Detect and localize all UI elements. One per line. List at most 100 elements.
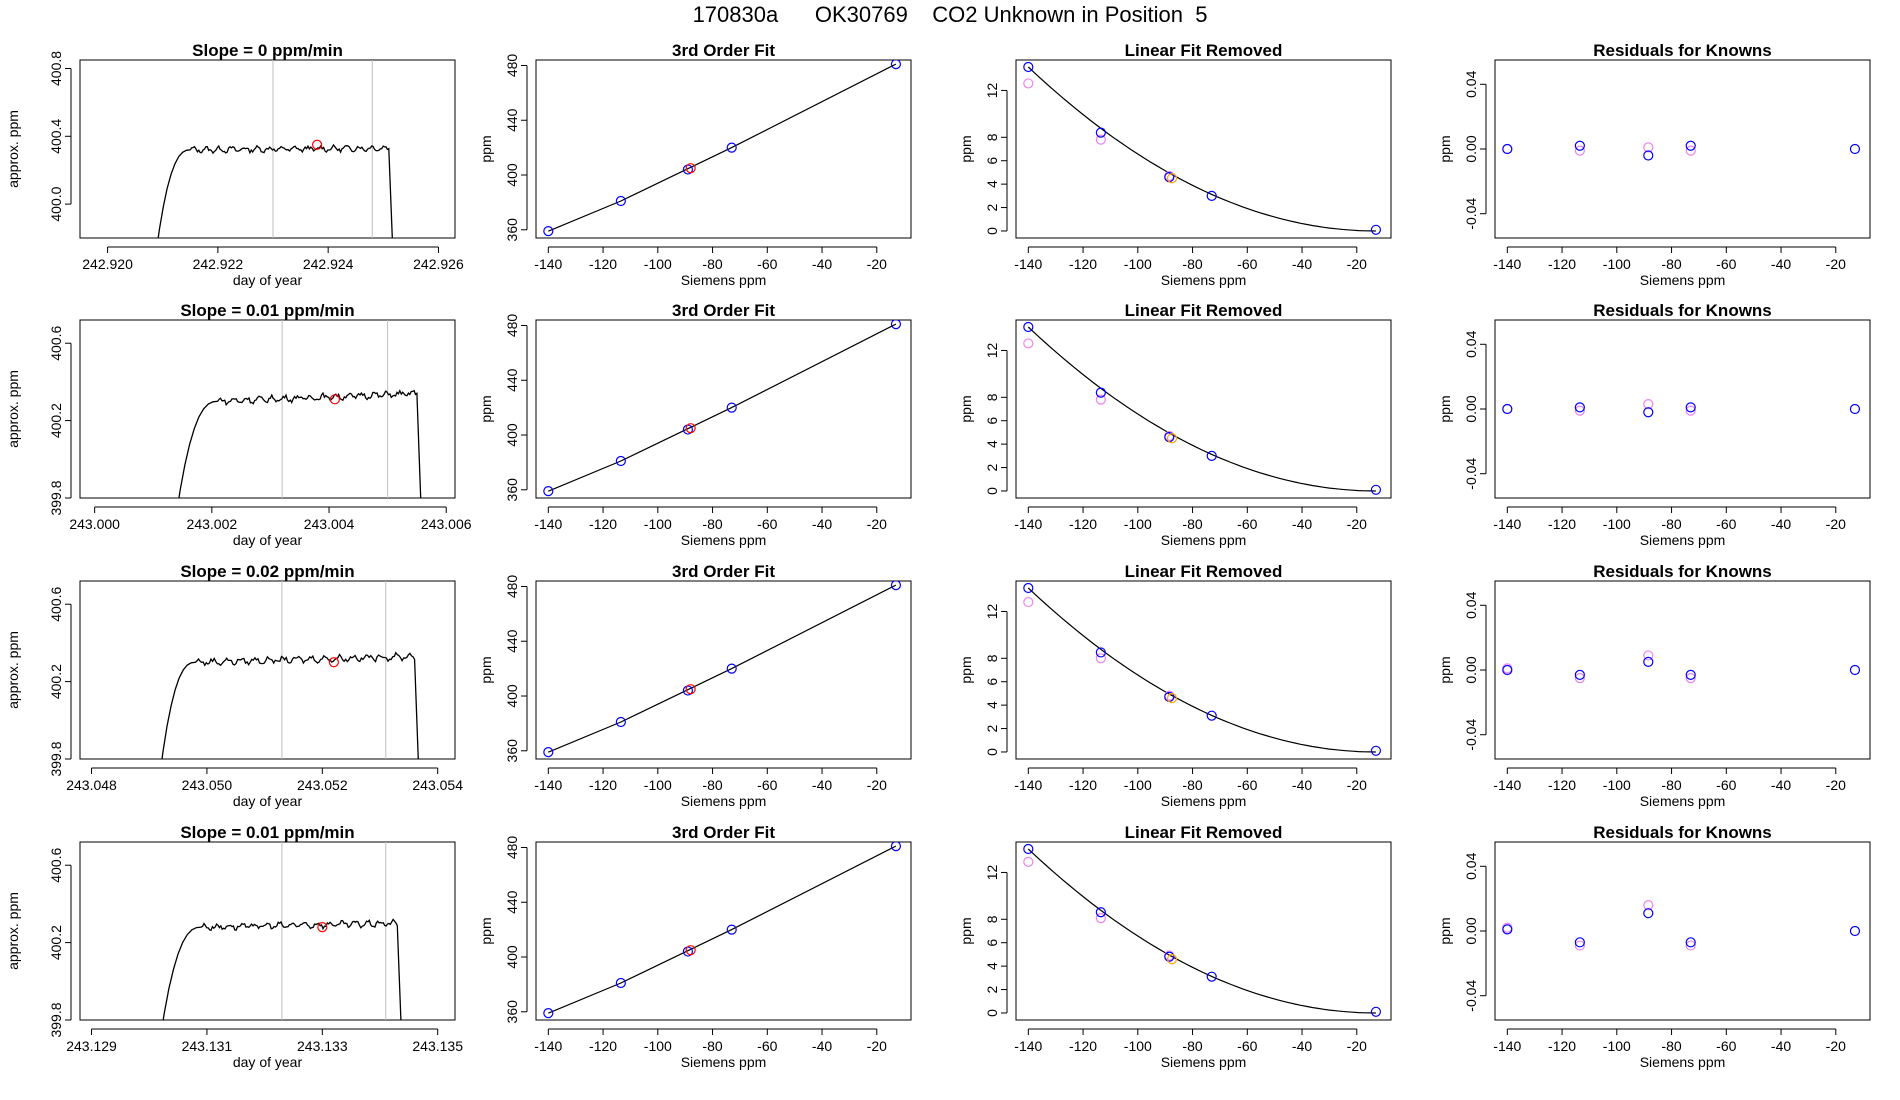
x-axis-label: day of year [233, 532, 303, 548]
y-axis-label: approx. ppm [5, 892, 21, 970]
y-tick-label: 360 [504, 1000, 520, 1024]
y-tick-label: 8 [984, 393, 1000, 401]
x-tick-label: 242.926 [413, 256, 464, 272]
y-tick-label: 4 [984, 180, 1000, 188]
x-tick-label: -60 [1237, 777, 1257, 793]
x-tick-label: -60 [757, 1038, 777, 1054]
y-tick-label: 0.00 [1463, 917, 1479, 944]
panel-data [157, 60, 393, 238]
y-tick-label: 400 [504, 945, 520, 969]
violet-point [1685, 940, 1696, 951]
panel-r1-c1: 3rd Order Fit -140 -120 -100 -80 -60 -40 -20 Sie… [478, 301, 912, 548]
blue-point [543, 1008, 554, 1019]
violet-point [1685, 405, 1696, 416]
x-tick-label: 243.133 [297, 1038, 348, 1054]
y-tick-label: 480 [504, 575, 520, 599]
y-tick-label: 400 [504, 423, 520, 447]
y-tick-label: 400.6 [48, 325, 64, 360]
x-tick-label: -80 [1182, 1038, 1202, 1054]
blue-point [1574, 402, 1585, 413]
blue-point [1643, 407, 1654, 418]
y-tick-label: 360 [504, 478, 520, 502]
x-tick-label: -40 [1771, 516, 1791, 532]
violet-point [1023, 78, 1034, 89]
y-axis-label: ppm [478, 135, 494, 162]
x-tick-label: -60 [1716, 777, 1736, 793]
blue-point [543, 747, 554, 758]
x-tick-label: -60 [1716, 516, 1736, 532]
y-tick-label: 6 [984, 417, 1000, 425]
x-tick-label: -100 [644, 777, 672, 793]
y-tick-label: 400.0 [48, 186, 64, 221]
blue-point [1502, 924, 1513, 935]
plot-frame [1015, 580, 1392, 760]
blue-point [1023, 321, 1034, 333]
panel-data [161, 581, 419, 759]
panel-r0-c0: Slope = 0 ppm/min 242.920 242.922 242.924 24… [5, 41, 464, 288]
blue-point [1370, 1006, 1382, 1017]
y-tick-label: 0 [984, 487, 1000, 495]
panel-r2-c0: Slope = 0.02 ppm/min 243.048 243.050 243.05… [5, 562, 463, 809]
panel-title: Linear Fit Removed [1125, 562, 1283, 581]
y-tick-label: 399.8 [48, 741, 64, 776]
blue-point [726, 142, 737, 153]
y-tick-label: 6 [984, 939, 1000, 947]
x-tick-label: 243.050 [182, 777, 233, 793]
x-tick-label: -120 [1548, 516, 1576, 532]
y-axis-label: ppm [1437, 395, 1453, 422]
y-tick-label: 8 [984, 133, 1000, 141]
y-tick-label: 440 [504, 368, 520, 392]
y-tick-label: 4 [984, 701, 1000, 709]
panel-title: 3rd Order Fit [672, 823, 775, 842]
x-tick-label: -140 [1014, 516, 1042, 532]
y-tick-label: 480 [504, 314, 520, 338]
y-tick-label: 0.04 [1463, 70, 1479, 97]
x-tick-label: 243.129 [66, 1038, 117, 1054]
panel-title: Linear Fit Removed [1125, 41, 1283, 60]
panel-r1-c3: Residuals for Knowns -140 -120 -100 -80 -60 -4… [1437, 301, 1871, 548]
x-axis-label: Siemens ppm [1640, 532, 1726, 548]
y-tick-label: 360 [504, 739, 520, 763]
orange-point [1166, 693, 1178, 704]
x-tick-label: -20 [867, 516, 887, 532]
violet-point [1685, 145, 1696, 156]
plot-frame [1015, 841, 1392, 1021]
y-tick-label: 400.2 [48, 403, 64, 438]
y-tick-label: 12 [984, 82, 1000, 98]
panel-r0-c2: Linear Fit Removed -140 -120 -100 -80 -60 -40 -… [958, 41, 1392, 288]
y-tick-label: 400.6 [48, 586, 64, 621]
panel-r2-c2: Linear Fit Removed -140 -120 -100 -80 -60 -40 -… [958, 562, 1392, 809]
plot-frame [1015, 319, 1392, 499]
y-axis-label: approx. ppm [5, 110, 21, 188]
x-tick-label: -20 [867, 1038, 887, 1054]
panel-r2-c3: Residuals for Knowns -140 -120 -100 -80 -60 -4… [1437, 562, 1871, 809]
violet-point [1023, 596, 1034, 608]
blue-point [1095, 127, 1106, 138]
panel-r0-c1: 3rd Order Fit -140 -120 -100 -80 -60 -40 -20 Sie… [478, 41, 912, 288]
violet-point [1095, 913, 1106, 924]
y-axis-label: ppm [478, 395, 494, 422]
x-tick-label: -80 [1182, 777, 1202, 793]
blue-point [1023, 61, 1034, 73]
panel-data [1502, 140, 1861, 161]
violet-point [1095, 394, 1106, 405]
y-tick-label: 12 [984, 603, 1000, 619]
panel-data [162, 842, 402, 1020]
x-tick-label: -40 [1771, 777, 1791, 793]
plot-frame [1494, 319, 1871, 499]
violet-point [1643, 900, 1654, 911]
blue-point [1502, 143, 1513, 155]
y-tick-label: -0.04 [1463, 458, 1479, 490]
x-tick-label: -100 [1124, 256, 1152, 272]
x-tick-label: 243.000 [69, 516, 120, 532]
x-tick-label: -80 [1182, 256, 1202, 272]
fit-curve [1027, 848, 1376, 1014]
x-tick-label: -140 [1493, 777, 1521, 793]
panel-title: Slope = 0 ppm/min [192, 41, 343, 60]
x-axis-label: Siemens ppm [681, 532, 767, 548]
y-tick-label: 0 [984, 748, 1000, 756]
panel-data [543, 581, 902, 758]
blue-point [1643, 908, 1654, 919]
x-tick-label: -80 [1661, 516, 1681, 532]
blue-point [1685, 669, 1696, 680]
